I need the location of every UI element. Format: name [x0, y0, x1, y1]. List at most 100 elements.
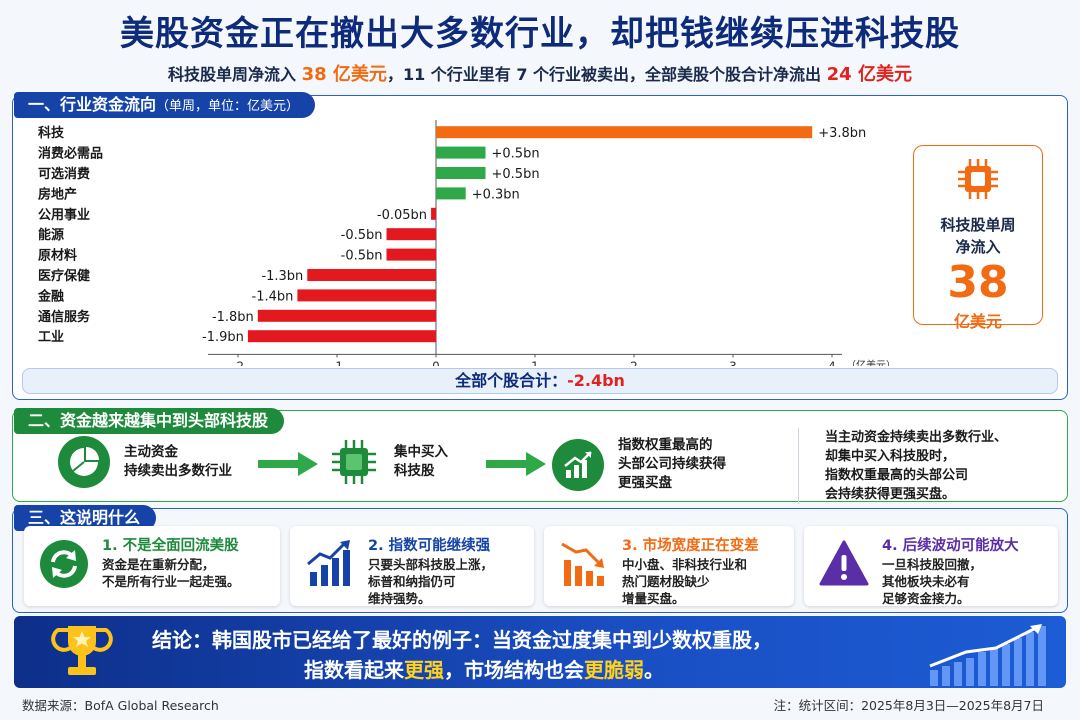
- conclusion-l2-c: 。: [644, 658, 664, 682]
- card-3-title: 3. 市场宽度正在变差: [622, 538, 759, 554]
- bar: [257, 309, 436, 322]
- category-label: 科技: [38, 125, 65, 141]
- inflow-card-label-2: 净流入: [955, 238, 1001, 256]
- data-label: +0.5bn: [492, 147, 540, 162]
- bar: [386, 248, 436, 261]
- flow-step-leaders-line2: 头部公司持续获得: [618, 456, 726, 472]
- data-label: -1.3bn: [261, 269, 303, 284]
- x-tick-label: 2: [630, 359, 638, 366]
- bar: [436, 146, 486, 159]
- arrow-right-icon-2: [486, 452, 546, 476]
- page-title: 美股资金正在撤出大多数行业，却把钱继续压进科技股: [120, 14, 960, 54]
- bar-chart-down-icon: [561, 542, 604, 586]
- card-3-line2: 热门题材股缺少: [622, 574, 710, 589]
- flow-step-buy-line2: 科技股: [394, 463, 435, 479]
- sector-flow-chart: 科技 +3.8bn 消费必需品 +0.5bn 可选消费 +0.5bn 房地产 +0.3bn 公用…: [37, 120, 896, 366]
- x-tick-label: -2: [232, 359, 244, 366]
- category-label: 通信服务: [38, 309, 91, 325]
- conclusion-l2-b: ，市场结构也会: [444, 658, 584, 682]
- section1-label: 一、行业资金流向（单周，单位：亿美元）: [14, 92, 316, 118]
- flow-step-buy-text: 集中买入 科技股: [394, 443, 448, 481]
- implication-card-1: 1. 不是全面回流美股 资金是在重新分配， 不是所有行业一起走强。: [24, 526, 280, 606]
- sector-flow-panel: [12, 95, 1068, 400]
- subtitle-highlight-outflow: 24 亿美元: [826, 64, 912, 85]
- flow-step-leaders-line1: 指数权重最高的: [618, 437, 713, 453]
- card-1-body: 资金是在重新分配， 不是所有行业一起走强。: [102, 556, 240, 590]
- section2-label: 二、资金越来越集中到头部科技股: [14, 408, 285, 434]
- implication-card-4: 4. 后续波动可能放大 一旦科技股回撤， 其他板块未必有 足够资金接力。: [804, 526, 1058, 606]
- implication-card-2: 2. 指数可能继续强 只要头部科技股上涨， 标普和纳指仍可 维持强势。: [290, 526, 534, 606]
- data-label: -0.5bn: [341, 249, 383, 264]
- category-label: 工业: [38, 329, 64, 345]
- total-flow-value: -2.4bn: [567, 371, 625, 390]
- card-2-title: 2. 指数可能继续强: [368, 538, 491, 554]
- category-label: 可选消费: [38, 166, 90, 182]
- card-2-line1: 只要头部科技股上涨，: [368, 557, 494, 572]
- note-line-1: 当主动资金持续卖出多数行业、: [825, 430, 1008, 445]
- conclusion-l2-a: 指数看起来: [304, 658, 404, 682]
- section1-label-unit: （单周，单位：亿美元）: [156, 99, 300, 114]
- note-line-3: 指数权重最高的头部公司: [825, 468, 969, 483]
- data-label: +3.8bn: [818, 126, 866, 141]
- flow-step-leaders: 指数权重最高的 头部公司持续获得 更强买盘: [552, 436, 726, 493]
- flow-step-sell-text: 主动资金 持续卖出多数行业: [124, 443, 232, 481]
- data-label: -0.05bn: [377, 208, 427, 223]
- flow-step-leaders-text: 指数权重最高的 头部公司持续获得 更强买盘: [618, 436, 726, 493]
- conclusion-highlight-stronger: 更强: [404, 658, 444, 682]
- flow-step-buy: 集中买入 科技股: [328, 436, 448, 488]
- total-flow-label: 全部个股合计：: [455, 371, 568, 390]
- trophy-icon: [51, 626, 113, 675]
- card-2-line2: 标普和纳指仍可: [368, 574, 456, 589]
- card-2-line3: 维持强势。: [368, 591, 431, 606]
- data-label: -1.8bn: [212, 310, 254, 325]
- conclusion-line-1: 结论：韩国股市已经给了最好的例子：当资金过度集中到少数权重股，: [152, 628, 772, 652]
- x-tick-label: 4: [828, 359, 836, 366]
- bar: [386, 228, 436, 241]
- page-subtitle: 科技股单周净流入 38 亿美元，11 个行业里有 7 个行业被卖出，全部美股个股…: [0, 60, 1080, 86]
- bar: [436, 126, 813, 139]
- flow-step-sell: 主动资金 持续卖出多数行业: [58, 436, 232, 488]
- note-line-2: 却集中买入科技股时，: [825, 449, 956, 464]
- flow-step-sell-line2: 持续卖出多数行业: [124, 463, 232, 479]
- category-label: 能源: [38, 227, 64, 243]
- bar: [297, 289, 436, 302]
- chip-icon-green: [328, 436, 380, 488]
- x-axis-label: （亿美元）: [846, 358, 896, 366]
- bar: [436, 167, 486, 179]
- flow-step-sell-line1: 主动资金: [124, 444, 178, 460]
- chip-icon: [958, 159, 998, 199]
- subtitle-text-2: ，11 个行业里有 7 个行业被卖出，全部美股个股合计净流出: [386, 65, 827, 84]
- rising-bars-icon: [929, 624, 1046, 686]
- card-1-title: 1. 不是全面回流美股: [102, 538, 239, 554]
- card-1-line2: 不是所有行业一起走强。: [102, 574, 240, 589]
- data-label: -0.5bn: [341, 228, 383, 243]
- x-tick-label: 0: [432, 359, 440, 366]
- inflow-card-label: 科技股单周 净流入: [914, 214, 1042, 258]
- conclusion-line-2: 指数看起来更强，市场结构也会更脆弱。: [304, 654, 664, 683]
- implication-card-3: 3. 市场宽度正在变差 中小盘、非科技行业和 热门题材股缺少 增量买盘。: [544, 526, 794, 606]
- flow-step-leaders-line3: 更强买盘: [618, 475, 672, 491]
- x-tick-label: 3: [729, 359, 737, 366]
- warning-icon: [819, 540, 869, 586]
- bar: [307, 269, 436, 281]
- subtitle-highlight-inflow: 38 亿美元: [301, 64, 387, 85]
- data-label: -1.9bn: [202, 330, 244, 345]
- category-label: 消费必需品: [38, 146, 103, 162]
- x-tick-label: -1: [331, 359, 343, 366]
- category-label: 原材料: [38, 248, 77, 264]
- data-source: 数据来源：BofA Global Research: [22, 698, 219, 713]
- data-label: +0.5bn: [492, 167, 540, 182]
- conclusion-highlight-fragile: 更脆弱: [584, 658, 644, 682]
- section1-label-text: 一、行业资金流向: [28, 95, 157, 114]
- data-label: +0.3bn: [472, 187, 520, 202]
- card-3-line3: 增量买盘。: [622, 591, 685, 606]
- card-3-body: 中小盘、非科技行业和 热门题材股缺少 增量买盘。: [622, 556, 747, 607]
- bar: [436, 187, 466, 200]
- x-tick-label: 1: [531, 359, 539, 366]
- subtitle-text-1: 科技股单周净流入: [168, 65, 302, 84]
- refresh-icon: [40, 540, 88, 588]
- pie-chart-icon: [58, 436, 110, 488]
- growth-chart-icon: [552, 438, 604, 491]
- concentration-note: 当主动资金持续卖出多数行业、 却集中买入科技股时， 指数权重最高的头部公司 会持…: [798, 428, 1058, 504]
- data-label: -1.4bn: [252, 289, 294, 304]
